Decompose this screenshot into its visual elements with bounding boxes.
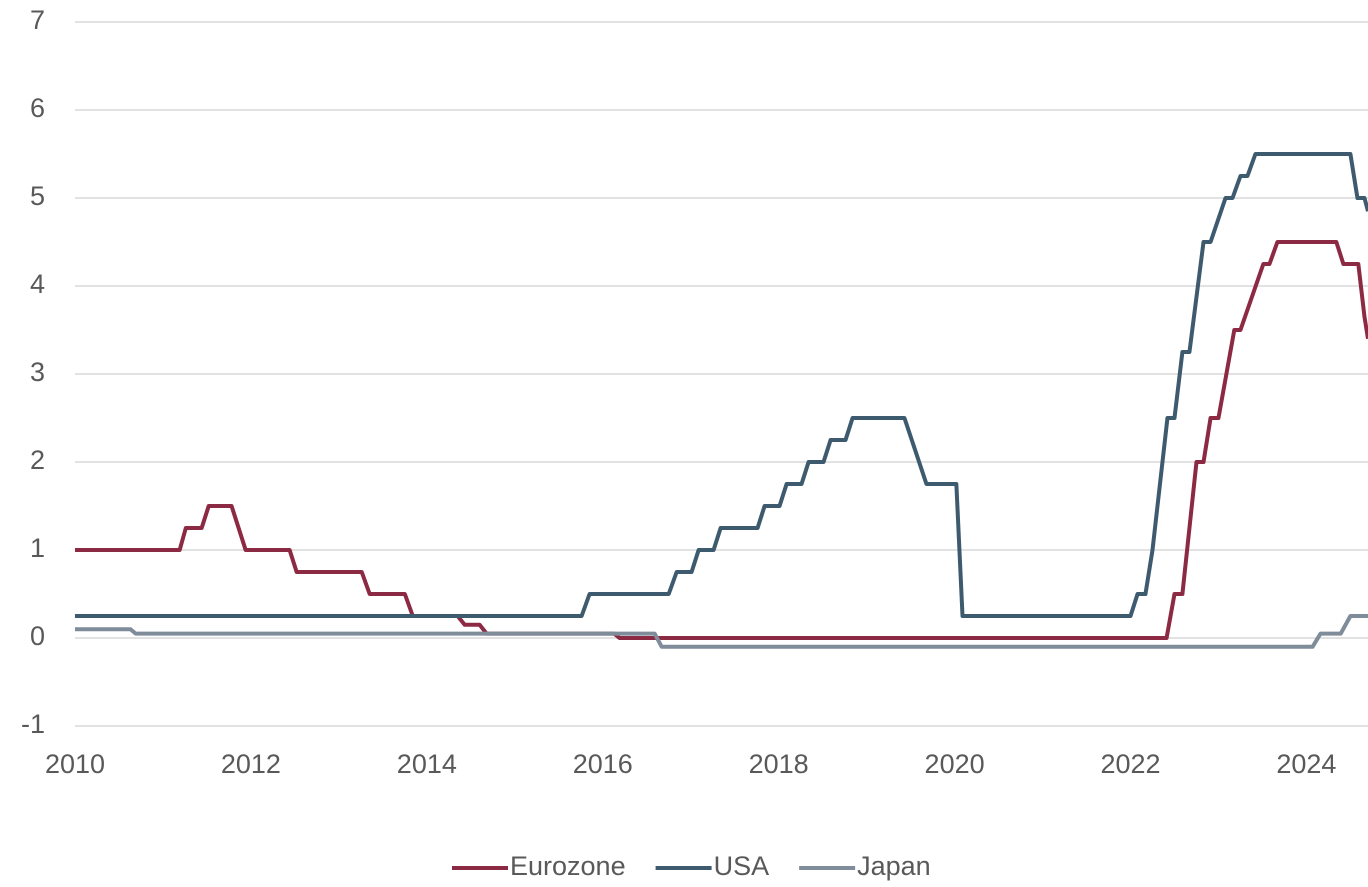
y-tick-label: 5 xyxy=(30,181,45,211)
x-tick-label: 2020 xyxy=(925,749,985,779)
legend-label: USA xyxy=(714,851,770,881)
x-tick-label: 2010 xyxy=(45,749,105,779)
y-tick-label: 7 xyxy=(30,5,45,35)
x-tick-label: 2024 xyxy=(1276,749,1336,779)
y-tick-label: 6 xyxy=(30,93,45,123)
y-tick-label: 2 xyxy=(30,445,45,475)
y-tick-label: 0 xyxy=(30,621,45,651)
x-tick-label: 2022 xyxy=(1100,749,1160,779)
x-tick-label: 2014 xyxy=(397,749,457,779)
y-tick-label: 4 xyxy=(30,269,45,299)
line-series xyxy=(75,240,1368,640)
legend: Eurozone USA Japan xyxy=(452,851,931,881)
y-tick-label: 1 xyxy=(30,533,45,563)
legend-label: Japan xyxy=(857,851,931,881)
x-tick-label: 2018 xyxy=(749,749,809,779)
line-series xyxy=(75,614,1368,649)
legend-label: Eurozone xyxy=(510,851,626,881)
y-tick-label: -1 xyxy=(21,709,45,739)
x-tick-label: 2012 xyxy=(221,749,281,779)
line-series xyxy=(75,152,1368,618)
x-tick-label: 2016 xyxy=(573,749,633,779)
y-tick-label: 3 xyxy=(30,357,45,387)
